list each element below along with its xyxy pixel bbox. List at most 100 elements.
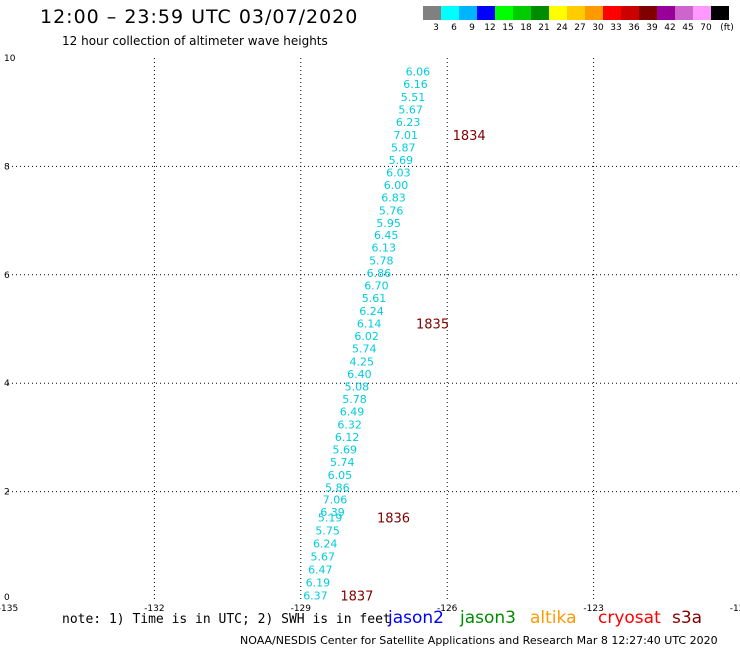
- wave-height-point: 5.78: [342, 393, 367, 406]
- y-tick-label: 2: [4, 488, 10, 498]
- legend-label: 15: [502, 23, 514, 33]
- legend-swatch: [621, 6, 639, 20]
- y-tick-label: 8: [4, 162, 10, 172]
- legend-label: 9: [469, 23, 475, 33]
- wave-height-point: 6.47: [308, 564, 333, 577]
- wave-height-point: 5.75: [315, 525, 340, 538]
- legend-swatch: [657, 6, 675, 20]
- y-tick-label: 4: [4, 379, 10, 389]
- wave-height-point: 6.32: [337, 418, 362, 431]
- wave-height-point: 5.87: [391, 141, 416, 154]
- wave-height-point: 6.03: [386, 166, 411, 179]
- legend-label: 3: [433, 23, 439, 33]
- legend-swatch: [639, 6, 657, 20]
- wave-height-point: 5.76: [379, 204, 404, 217]
- wave-height-point: 5.95: [376, 217, 401, 230]
- legend-swatch: [477, 6, 495, 20]
- wave-height-point: 7.01: [393, 129, 418, 142]
- x-tick-label: -129: [291, 604, 312, 614]
- wave-height-point: 5.69: [332, 443, 357, 456]
- time-label: 1836: [377, 512, 410, 527]
- legend-swatch: [675, 6, 693, 20]
- legend-label: 21: [538, 23, 550, 33]
- x-tick-label: -123: [583, 604, 603, 614]
- satellite-cryosat: cryosat: [598, 608, 661, 628]
- time-label: 1834: [453, 129, 486, 144]
- x-tick-label: -126: [437, 604, 458, 614]
- legend-label: 70: [700, 23, 712, 33]
- wave-height-point: 5.69: [389, 154, 414, 167]
- legend-label: 6: [451, 23, 457, 33]
- legend-label: 24: [556, 23, 568, 33]
- satellite-jason3: jason3: [460, 608, 516, 628]
- satellite-s3a: s3a: [672, 608, 703, 628]
- satellite-altika: altika: [530, 608, 577, 628]
- credit-line: NOAA/NESDIS Center for Satellite Applica…: [240, 634, 718, 647]
- wave-height-point: 5.78: [369, 255, 394, 268]
- wave-height-point: 6.16: [403, 78, 428, 91]
- wave-height-point: 6.83: [381, 191, 406, 204]
- wave-height-point: 6.86: [367, 267, 392, 280]
- wave-height-point: 6.24: [313, 538, 338, 551]
- legend-swatch: [531, 6, 549, 20]
- wave-height-point: 6.12: [335, 431, 360, 444]
- legend-swatch: [603, 6, 621, 20]
- time-label: 1837: [340, 590, 373, 605]
- wave-height-point: 6.06: [406, 66, 431, 79]
- satellite-jason2: jason2: [388, 608, 444, 628]
- x-tick-label: -120: [730, 604, 740, 614]
- legend-label: 30: [592, 23, 604, 33]
- legend-swatch: [459, 6, 477, 20]
- legend-label: 33: [610, 23, 622, 33]
- wave-height-point: 6.70: [364, 280, 389, 293]
- legend-label: 12: [484, 23, 496, 33]
- legend-unit: (ft): [720, 23, 734, 33]
- legend-swatch: [549, 6, 567, 20]
- legend-swatch: [693, 6, 711, 20]
- wave-height-point: 6.37: [303, 590, 328, 603]
- legend-swatch: [513, 6, 531, 20]
- wave-height-point: 6.05: [328, 469, 353, 482]
- legend-label: 36: [628, 23, 640, 33]
- wave-height-point: 5.86: [325, 481, 350, 494]
- wave-height-point: 6.00: [384, 179, 409, 192]
- legend-swatch: [567, 6, 585, 20]
- wave-height-point: 5.08: [345, 380, 370, 393]
- x-tick-label: -135: [0, 604, 18, 614]
- wave-height-point: 5.51: [401, 91, 426, 104]
- legend-swatch: [585, 6, 603, 20]
- wave-height-point: 6.45: [374, 229, 399, 242]
- wave-height-point: 7.06: [323, 494, 348, 507]
- y-tick-label: 10: [4, 54, 16, 64]
- wave-height-point: 4.25: [350, 356, 375, 369]
- x-tick-label: -132: [144, 604, 164, 614]
- wave-height-point: 5.67: [311, 551, 336, 564]
- y-tick-label: 0: [4, 593, 10, 603]
- wave-height-point: 6.24: [359, 305, 384, 318]
- wave-height-point: 5.67: [398, 103, 423, 116]
- wave-height-point: 5.61: [362, 292, 387, 305]
- wave-height-point: 5.19: [318, 512, 343, 525]
- wave-height-point: 6.14: [357, 318, 382, 331]
- wave-height-point: 6.23: [396, 116, 421, 129]
- legend-swatch: [711, 6, 729, 20]
- wave-height-point: 6.13: [372, 242, 397, 255]
- legend-label: 27: [574, 23, 586, 33]
- legend-label: 18: [520, 23, 532, 33]
- chart-title: 12:00 – 23:59 UTC 03/07/2020: [40, 6, 359, 28]
- legend-label: 39: [646, 23, 658, 33]
- wave-height-point: 6.40: [347, 368, 372, 381]
- y-tick-label: 6: [4, 271, 10, 281]
- wave-height-point: 5.74: [352, 343, 377, 356]
- wave-height-point: 6.39: [320, 506, 345, 519]
- legend-swatch: [423, 6, 441, 20]
- chart-subtitle: 12 hour collection of altimeter wave hei…: [62, 34, 328, 48]
- legend-label: 42: [664, 23, 676, 33]
- wave-height-point: 6.02: [354, 330, 379, 343]
- wave-height-point: 6.49: [340, 405, 365, 418]
- legend-swatch: [441, 6, 459, 20]
- footnote: note: 1) Time is in UTC; 2) SWH is in fe…: [62, 612, 391, 627]
- time-label: 1835: [416, 318, 449, 333]
- legend-swatch: [495, 6, 513, 20]
